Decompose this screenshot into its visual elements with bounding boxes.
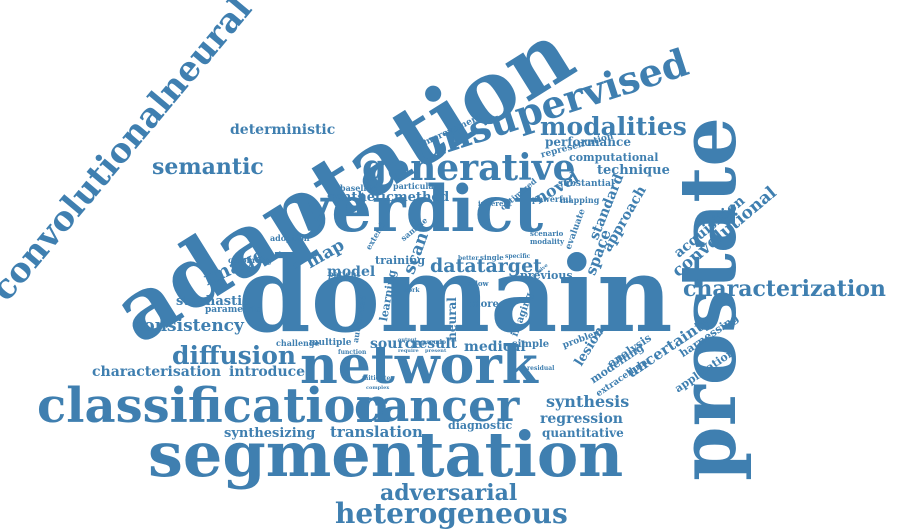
word-modalities: modalities	[540, 112, 687, 141]
word-performance: performance	[545, 135, 631, 149]
word-syntheticmethod: syntheticmethod	[327, 190, 450, 205]
word-pseudo: pseudo	[422, 339, 446, 346]
word-segmentation: segmentation	[148, 418, 624, 491]
word-synthesizing: synthesizing	[224, 426, 316, 441]
word-model: model	[327, 264, 376, 280]
word-cancer: cancer	[354, 381, 520, 432]
word-adoption: adoption	[270, 233, 310, 243]
word-datatarget: datatarget	[430, 255, 542, 277]
word-diagnostic: diagnostic	[448, 419, 513, 432]
word-multiple: multiple	[309, 338, 352, 348]
word-output: output	[398, 337, 417, 343]
word-patient: patient	[328, 269, 361, 279]
word-simple: simple	[512, 339, 550, 350]
word-classification: classification	[37, 378, 391, 434]
word-single: single	[480, 253, 504, 262]
word-require: require	[398, 348, 419, 354]
word-mapping: mapping	[560, 195, 600, 205]
word-characterization: characterization	[683, 276, 886, 302]
word-medical: medical	[464, 339, 526, 355]
word-specific: specific	[505, 253, 531, 260]
word-challenge: challenge	[276, 338, 320, 348]
word-domain: domain	[238, 233, 673, 356]
word-stochastic: stochastic	[176, 294, 250, 309]
word-previous: previous	[520, 269, 573, 282]
word-generative: generative	[362, 147, 576, 189]
word-inherent: inherent	[478, 199, 512, 208]
word-cytometry: cytometry	[228, 255, 273, 265]
word-modality: modality	[530, 237, 565, 246]
word-diffusion: diffusion	[172, 341, 297, 370]
word-verdict: verdict	[294, 172, 544, 247]
word-characterisation: characterisation	[92, 364, 222, 380]
word-complex: complex	[366, 385, 390, 391]
word-translation: translation	[330, 423, 423, 441]
word-substantial: substantial	[558, 179, 615, 189]
word-parametric: parametric	[205, 305, 261, 315]
word-introduce: introduce	[229, 364, 306, 380]
word-regression: regression	[540, 411, 623, 427]
word-training: training	[375, 254, 426, 267]
word-present: present	[425, 348, 447, 354]
word-adversarial: adversarial	[380, 480, 518, 506]
word-baseline: baseline	[340, 183, 378, 193]
word-quantitative: quantitative	[542, 426, 624, 440]
word-consistency: consistency	[133, 316, 244, 336]
word-mitigate: mitigate	[362, 375, 391, 382]
word-heterogeneous: heterogeneous	[335, 497, 568, 530]
word-powerful: powerful	[532, 194, 572, 204]
word-computational: computational	[569, 151, 659, 164]
word-function: function	[338, 349, 367, 356]
word-particular: particular	[393, 181, 438, 191]
word-result: result	[411, 336, 458, 352]
word-technique: technique	[597, 163, 670, 178]
word-source: source	[370, 336, 423, 352]
word-neural: neural	[444, 297, 459, 341]
word-more: more	[470, 299, 499, 310]
word-better: better	[458, 255, 479, 262]
word-semantic: semantic	[152, 154, 264, 180]
word-scenario: scenario	[530, 229, 564, 238]
word-allow: allow	[468, 279, 489, 288]
word-network: network	[300, 335, 538, 396]
word-deterministic: deterministic	[230, 122, 336, 138]
word-synthesis: synthesis	[546, 392, 630, 411]
word-residual: residual	[527, 365, 555, 372]
word-work: work	[403, 287, 420, 294]
